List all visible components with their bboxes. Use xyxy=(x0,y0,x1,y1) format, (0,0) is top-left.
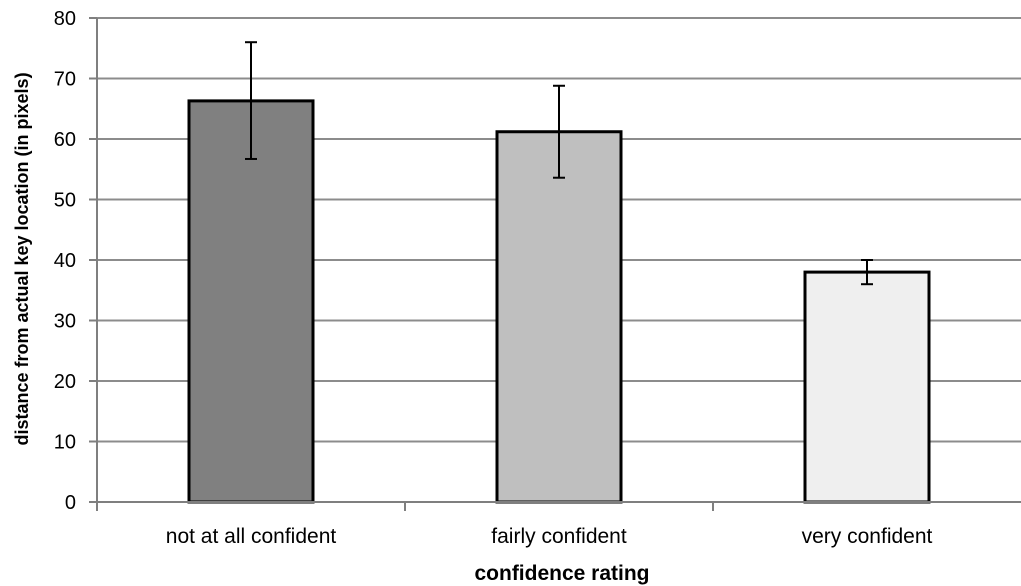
y-tick-label: 10 xyxy=(54,432,76,454)
y-tick-label: 40 xyxy=(54,250,76,272)
y-axis-title: distance from actual key location (in pi… xyxy=(12,72,32,445)
bar-3 xyxy=(803,270,931,504)
error-bar-3 xyxy=(861,259,873,286)
x-tick-label: very confident xyxy=(802,525,933,548)
bars xyxy=(187,99,931,504)
error-bars xyxy=(245,41,873,286)
bar-1 xyxy=(187,99,315,504)
x-tick-labels: not at all confident fairly confident very… xyxy=(166,525,933,548)
x-axis-title: confidence rating xyxy=(474,562,649,585)
axes xyxy=(96,18,1021,511)
y-tick-labels: 0 10 20 30 40 50 60 70 80 xyxy=(54,8,97,514)
y-tick-label: 0 xyxy=(65,492,76,514)
x-tick-label: not at all confident xyxy=(166,525,337,548)
bar-2 xyxy=(495,130,623,504)
y-tick-label: 70 xyxy=(54,69,76,91)
y-tick-label: 30 xyxy=(54,311,76,333)
x-tick-label: fairly confident xyxy=(491,525,627,548)
y-tick-label: 50 xyxy=(54,190,76,212)
y-tick-label: 60 xyxy=(54,129,76,151)
y-tick-label: 20 xyxy=(54,371,76,393)
error-bar-1 xyxy=(245,41,257,160)
error-bar-2 xyxy=(553,84,565,179)
y-tick-label: 80 xyxy=(54,8,76,30)
